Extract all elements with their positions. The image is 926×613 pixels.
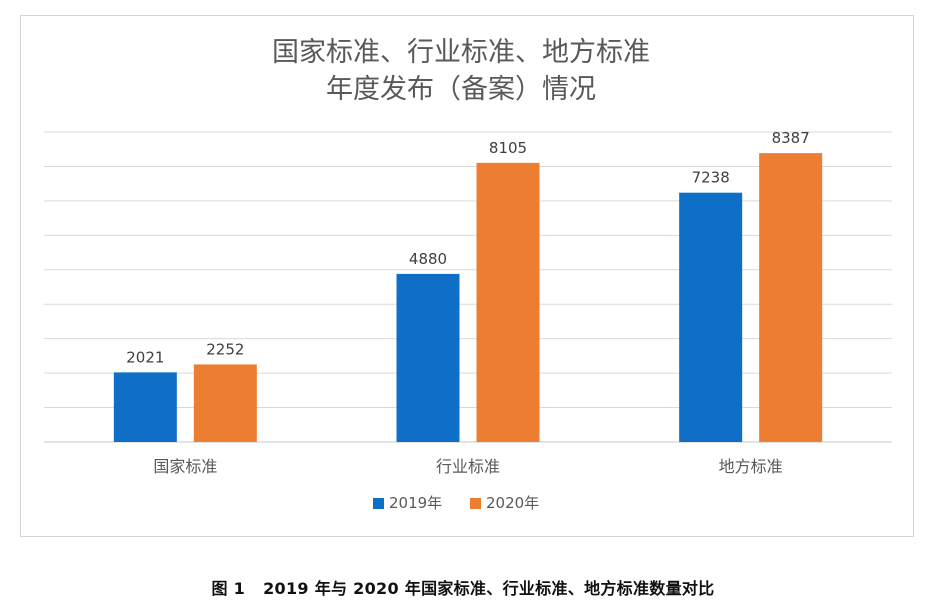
data-label: 8105 (489, 139, 527, 157)
bar-2020-2 (759, 153, 823, 442)
gridlines (44, 131, 892, 443)
bar-2019-0 (113, 372, 177, 442)
data-label: 2252 (206, 340, 244, 358)
data-label: 8387 (772, 129, 810, 147)
data-label: 7238 (692, 169, 730, 187)
legend-label-2020: 2020年 (486, 494, 539, 512)
x-tick-label: 地方标准 (719, 457, 783, 476)
legend: 2019年 2020年 (373, 494, 539, 512)
data-label: 4880 (409, 250, 447, 268)
data-label: 2021 (126, 348, 164, 366)
chart-frame: 国家标准、行业标准、地方标准 年度发布（备案）情况 2021 2252 4880 81… (20, 15, 914, 537)
bar-2020-1 (476, 162, 540, 443)
figure-caption: 图 1 2019 年与 2020 年国家标准、行业标准、地方标准数量对比 (0, 575, 926, 599)
legend-swatch-2019 (373, 498, 384, 509)
data-labels: 2021 2252 4880 8105 7238 8387 (126, 129, 810, 366)
chart-title-line-2: 年度发布（备案）情况 (326, 74, 596, 105)
bar-2019-2 (679, 192, 743, 442)
bars (113, 153, 823, 443)
chart-title-line-1: 国家标准、行业标准、地方标准 (272, 37, 650, 68)
legend-label-2019: 2019年 (389, 494, 442, 512)
bar-2019-1 (396, 273, 460, 442)
figure-number: 图 1 (211, 579, 246, 598)
figure-caption-text: 2019 年与 2020 年国家标准、行业标准、地方标准数量对比 (263, 579, 715, 598)
bar-chart: 国家标准、行业标准、地方标准 年度发布（备案）情况 2021 2252 4880 81… (44, 37, 892, 512)
x-axis: 国家标准 行业标准 地方标准 (153, 457, 782, 476)
bar-2020-0 (193, 364, 257, 442)
x-tick-label: 行业标准 (436, 457, 500, 476)
legend-swatch-2020 (470, 498, 481, 509)
x-tick-label: 国家标准 (153, 457, 217, 476)
